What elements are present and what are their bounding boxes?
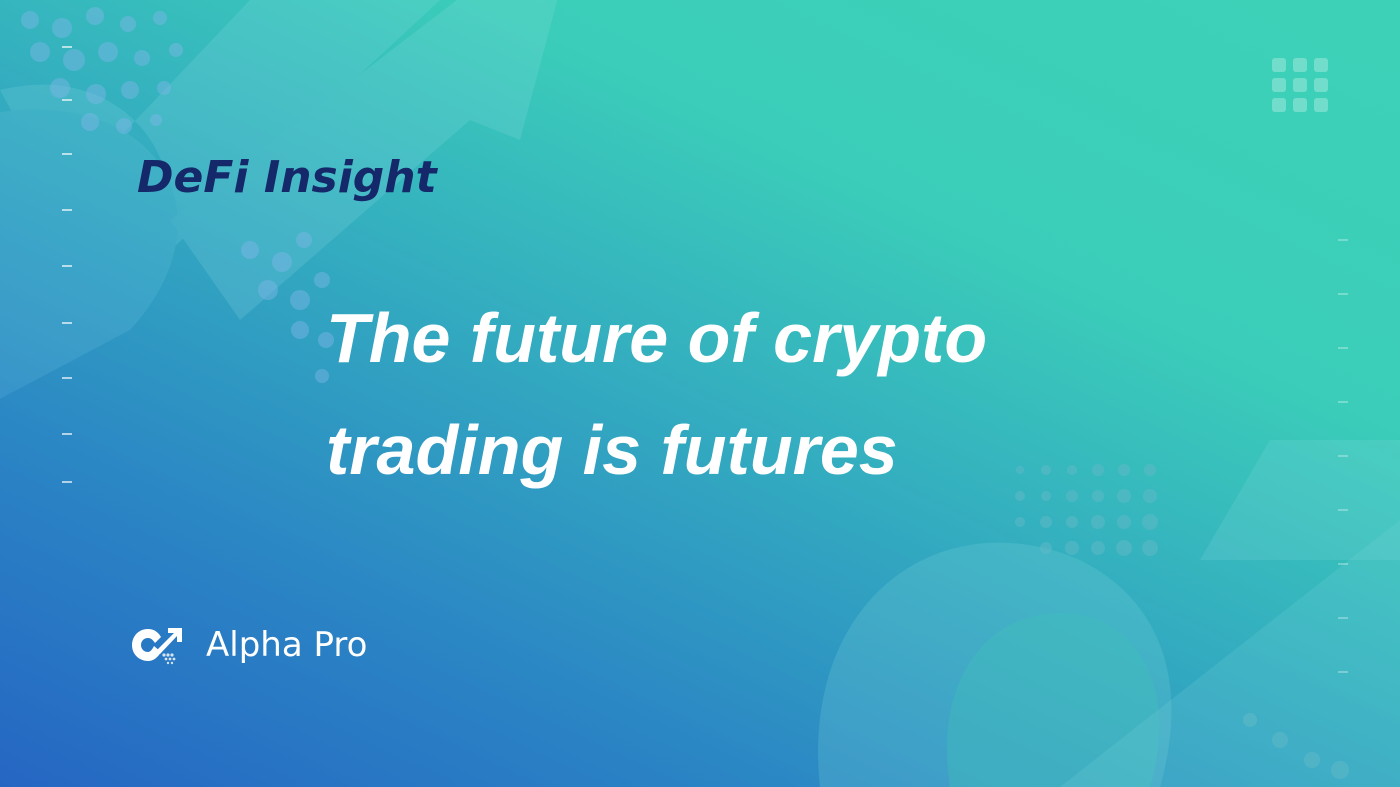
left-edge-ticks	[62, 46, 72, 483]
brand-lockup: Alpha Pro	[130, 622, 367, 668]
halftone-dots-bottom-right	[1015, 464, 1349, 779]
headline-line-2: trading is futures	[326, 411, 898, 489]
brand-name: Alpha Pro	[206, 625, 368, 665]
arrow-swoosh-bottom-right	[818, 440, 1400, 787]
alpha-pro-logo-icon	[132, 628, 182, 665]
kicker-title: DeFi Insight	[137, 152, 437, 203]
halftone-dots-top-left	[21, 7, 334, 383]
dot-grid-icon	[1272, 58, 1328, 112]
right-edge-ticks	[1338, 239, 1348, 673]
arrow-swoosh-top-left	[0, 0, 558, 399]
headline-line-1: The future of crypto	[326, 299, 988, 377]
headline: The future of crypto trading is futures	[326, 282, 1226, 506]
